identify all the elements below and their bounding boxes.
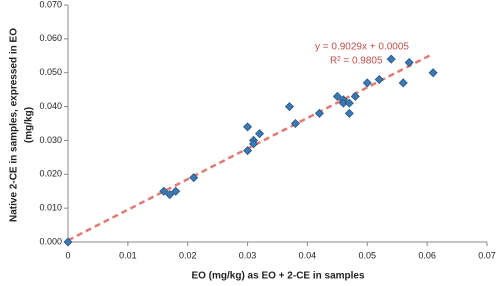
data-point [386, 54, 396, 64]
data-point [255, 129, 265, 139]
data-point [338, 98, 348, 108]
x-tick-label: 0.05 [359, 250, 377, 260]
y-tick-label: 0.020 [39, 169, 62, 179]
data-point [284, 102, 294, 112]
data-point [362, 78, 372, 88]
trendline-r2: R² = 0.9805 [330, 56, 383, 67]
x-tick-label: 0.03 [239, 250, 257, 260]
data-point [189, 173, 199, 183]
x-axis-title: EO (mg/kg) as EO + 2-CE in samples [191, 271, 365, 282]
y-tick-label: 0.030 [39, 135, 62, 145]
data-point [159, 186, 169, 196]
trendline [67, 52, 434, 242]
y-axis-title: Native 2-CE in samples, expressed in EO [9, 28, 20, 222]
data-point [243, 146, 253, 156]
trendline-equation: y = 0.9029x + 0.0005 [315, 42, 409, 53]
y-tick-label: 0.060 [39, 33, 62, 43]
y-tick-label: 0.040 [39, 101, 62, 111]
data-point [344, 98, 354, 108]
x-tick-label: 0.06 [418, 250, 436, 260]
y-tick-label: 0.010 [39, 203, 62, 213]
data-point [290, 119, 300, 128]
data-point [332, 91, 342, 101]
data-point [398, 78, 408, 88]
data-point [63, 237, 73, 247]
data-point [171, 186, 181, 196]
y-tick-label: 0.070 [39, 0, 62, 9]
x-tick-label: 0.07 [478, 250, 496, 260]
data-point [350, 91, 360, 101]
data-point [249, 139, 259, 149]
y-tick-label: 0.000 [39, 236, 62, 246]
x-tick-label: 0 [65, 250, 70, 260]
y-axis-title: (mg/kg) [24, 107, 35, 143]
data-point [374, 74, 384, 84]
y-tick-label: 0.050 [39, 67, 62, 77]
data-point [428, 68, 438, 78]
data-point [314, 108, 324, 118]
data-point [243, 122, 253, 132]
data-point [344, 108, 354, 118]
data-point [165, 190, 175, 200]
x-tick-label: 0.04 [299, 250, 317, 260]
x-tick-label: 0.01 [119, 250, 137, 260]
data-point [404, 58, 414, 68]
x-tick-label: 0.02 [179, 250, 197, 260]
